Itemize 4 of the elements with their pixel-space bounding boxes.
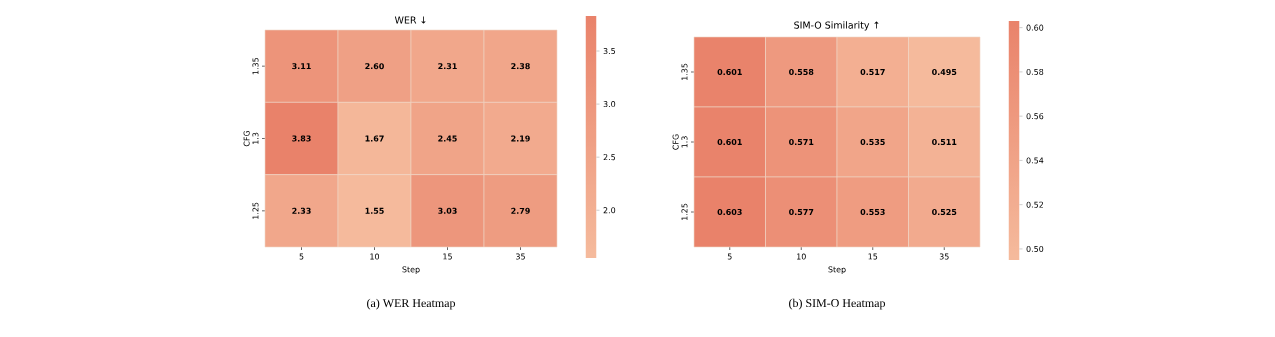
text: (b) SIM-O Heatmap bbox=[789, 298, 886, 310]
chart-title: SIM-O Similarity ↑ bbox=[794, 21, 879, 31]
chart-title: WER ↓ bbox=[394, 16, 426, 24]
text: (a) WER Heatmap bbox=[367, 298, 456, 310]
